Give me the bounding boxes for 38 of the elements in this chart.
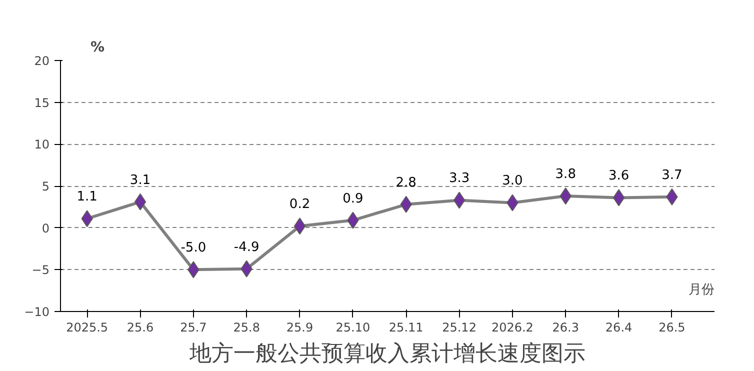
point — [294, 218, 306, 235]
point — [612, 189, 625, 206]
text: 地方一般公共预算收入累计增长速度图示 — [188, 342, 586, 366]
x-tick-label: 25.8 — [233, 320, 260, 334]
data-label: 1.1 — [76, 190, 98, 205]
y-tick-label: 5 — [42, 180, 50, 194]
x-tick-label: 25.7 — [180, 320, 207, 334]
data-label: 0.2 — [289, 197, 310, 212]
y-tick-label: 0 — [42, 221, 50, 236]
x-tick-label: 25.10 — [336, 320, 370, 334]
x-tick-label: 2026.2 — [491, 320, 534, 334]
x-tick-label: 25.12 — [442, 320, 476, 334]
data-label: 3.0 — [502, 174, 523, 189]
x-tick-label: 26.5 — [658, 320, 686, 334]
x-tick-label: 2025.5 — [66, 320, 108, 334]
x-tick-label: 25.9 — [286, 320, 314, 334]
data-label: 3.6 — [608, 168, 630, 184]
data-label: 3.7 — [662, 168, 682, 183]
y-tick-label: −5 — [32, 263, 50, 278]
data-label: 3.1 — [130, 172, 151, 188]
x-tick-label: 25.11 — [388, 320, 424, 334]
x-tick-label: 25.6 — [126, 320, 154, 334]
data-label: 3.3 — [448, 171, 470, 186]
x-axis-title: 月份 — [688, 282, 714, 298]
x-tick-label: 26.4 — [605, 320, 632, 334]
y-tick-label: 10 — [34, 138, 50, 152]
y-tick-label: −10 — [24, 305, 50, 319]
data-label: 0.9 — [342, 191, 364, 206]
y-tick-label: 15 — [34, 96, 50, 110]
x-tick-label: 26.3 — [552, 320, 579, 334]
data-label: 3.8 — [555, 167, 576, 182]
data-label: -4.9 — [234, 240, 260, 255]
point — [453, 192, 466, 209]
y-axis-title: % — [90, 40, 105, 56]
y-tick-label: 20 — [34, 54, 50, 68]
point — [134, 193, 146, 210]
data-label: 2.8 — [396, 175, 416, 190]
data-label: -5.0 — [180, 240, 206, 256]
